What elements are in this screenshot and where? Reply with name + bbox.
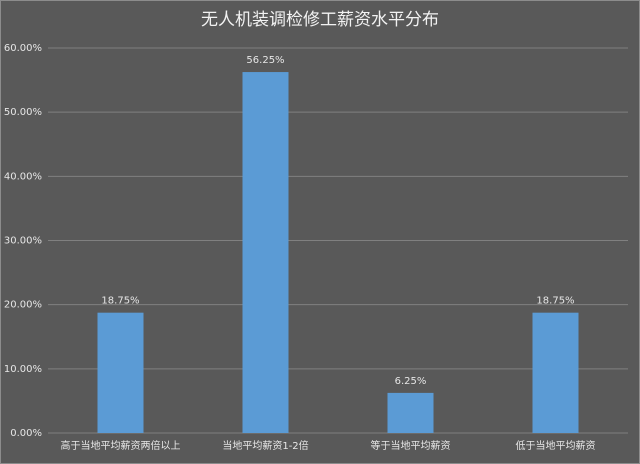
bar [97,312,144,433]
bar [242,72,289,433]
data-label: 6.25% [395,376,427,387]
x-tick-label: 当地平均薪资1-2倍 [222,439,308,452]
x-tick-label: 高于当地平均薪资两倍以上 [61,439,181,452]
bar [387,392,434,433]
data-label: 18.75% [536,296,574,307]
data-label: 56.25% [246,55,284,66]
y-tick-label: 40.00% [4,171,42,182]
y-tick-label: 10.00% [4,364,42,375]
data-label: 18.75% [101,296,139,307]
y-tick-label: 0.00% [10,428,42,439]
y-tick-label: 50.00% [4,107,42,118]
chart-title: 无人机装调检修工薪资水平分布 [201,10,439,30]
y-tick-label: 20.00% [4,300,42,311]
bar [532,312,579,433]
x-tick-label: 等于当地平均薪资 [371,439,451,452]
x-tick-label: 低于当地平均薪资 [516,439,596,452]
y-tick-label: 60.00% [4,43,42,54]
y-tick-label: 30.00% [4,236,42,247]
